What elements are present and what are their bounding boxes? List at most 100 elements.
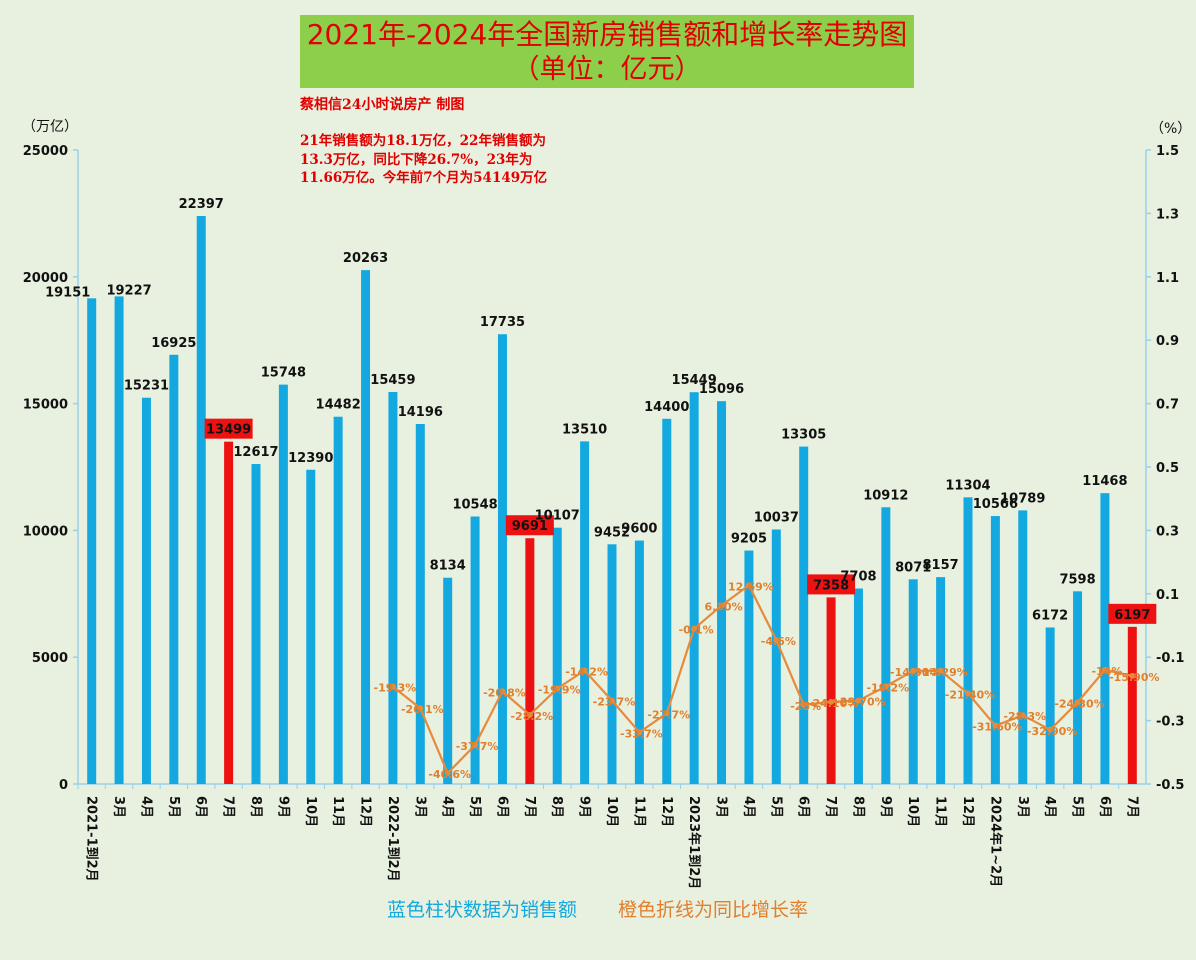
growth-rate-point xyxy=(389,683,396,690)
bar-value-label: 14482 xyxy=(316,398,361,413)
growth-rate-point xyxy=(965,690,971,697)
x-category-label: 2021-1到2月 xyxy=(84,796,99,882)
bar-value-label: 9452 xyxy=(594,525,630,540)
growth-rate-label: -14% xyxy=(1091,665,1122,678)
growth-rate-label: -27.7% xyxy=(647,708,690,721)
bar xyxy=(607,544,617,784)
growth-rate-point xyxy=(499,688,506,695)
x-category-label: 7月 xyxy=(823,796,838,818)
growth-rate-label: 12.69% xyxy=(728,580,774,593)
bar xyxy=(169,354,179,784)
x-category-label: 10月 xyxy=(905,796,920,827)
growth-rate-point xyxy=(609,697,615,704)
x-category-label: 8月 xyxy=(248,796,263,818)
bar xyxy=(853,588,863,784)
growth-rate-point xyxy=(444,770,451,777)
right-tick-label: 0.9 xyxy=(1156,334,1179,349)
bar-value-label: 14400 xyxy=(644,400,689,415)
right-tick-label: -0.5 xyxy=(1156,778,1184,793)
growth-rate-point xyxy=(636,729,643,736)
bar-value-label: 16925 xyxy=(151,336,196,351)
growth-rate-label: -28.3% xyxy=(1003,710,1046,723)
x-category-label: 11月 xyxy=(933,796,948,827)
growth-rate-label: -0.1% xyxy=(679,624,714,637)
growth-rate-point xyxy=(691,625,698,632)
bar xyxy=(1018,510,1028,784)
bar xyxy=(141,397,151,784)
x-category-label: 5月 xyxy=(1070,796,1085,818)
growth-rate-point xyxy=(1047,726,1054,733)
x-category-label: 12月 xyxy=(960,796,975,827)
growth-rate-line xyxy=(392,583,1133,776)
bar-value-label: 7708 xyxy=(840,570,876,585)
x-category-label: 7月 xyxy=(1124,796,1139,818)
bar xyxy=(388,391,398,784)
summary-note: 21年销售额为18.1万亿，22年销售额为13.3万亿，同比下降26.7%，23… xyxy=(300,133,548,186)
bar-value-label: 9691 xyxy=(512,519,548,534)
x-category-label: 12月 xyxy=(358,796,373,827)
x-category-label: 11月 xyxy=(330,796,345,827)
chart-title-box: 2021年-2024年全国新房销售额和增长率走势图 （单位：亿元） xyxy=(300,15,914,88)
growth-rate-label: -14.29% xyxy=(917,666,967,679)
bar xyxy=(415,423,425,784)
right-axis-unit: （%） xyxy=(1150,121,1192,137)
left-tick-label: 25000 xyxy=(23,144,68,159)
growth-rate-point xyxy=(882,683,889,690)
credit-text: 蔡相信24小时说房产 制图 xyxy=(300,97,465,113)
x-category-label: 9月 xyxy=(275,796,290,818)
bar xyxy=(963,497,973,784)
bar-value-label: 13499 xyxy=(206,423,251,438)
x-category-label: 9月 xyxy=(878,796,893,818)
growth-rate-point xyxy=(992,722,999,729)
x-category-label: 12月 xyxy=(659,796,674,827)
right-tick-label: 1.1 xyxy=(1156,271,1179,286)
bar xyxy=(771,529,781,784)
growth-rate-label: -19.9% xyxy=(538,684,581,697)
growth-rate-point xyxy=(855,697,862,704)
growth-rate-point xyxy=(745,582,752,589)
legend-bars: 蓝色柱状数据为销售额 xyxy=(387,899,578,921)
x-category-label: 4月 xyxy=(741,796,756,818)
x-category-label: 5月 xyxy=(467,796,482,818)
bar xyxy=(908,579,918,784)
value-label-bg xyxy=(204,418,253,439)
bar xyxy=(1045,627,1055,784)
bar xyxy=(470,516,480,784)
growth-rate-label: -15.90% xyxy=(1109,671,1159,684)
bar-value-label: 22397 xyxy=(179,197,224,212)
bar-value-label: 10548 xyxy=(452,498,497,513)
bar-value-label: 7598 xyxy=(1059,572,1095,587)
bar-value-label: 6197 xyxy=(1114,608,1150,623)
right-tick-label: 0.5 xyxy=(1156,461,1179,476)
growth-rate-point xyxy=(417,705,424,712)
growth-rate-label: -14.2% xyxy=(565,666,608,679)
bar xyxy=(114,296,124,784)
bar-highlight xyxy=(525,538,535,784)
x-category-label: 6月 xyxy=(193,796,208,818)
growth-rate-label: -25% xyxy=(790,700,821,713)
right-tick-label: -0.3 xyxy=(1156,715,1184,730)
x-category-label: 5月 xyxy=(166,796,181,818)
growth-rate-label: -31.60% xyxy=(972,721,1022,734)
x-category-label: 4月 xyxy=(138,796,153,818)
x-category-label: 3月 xyxy=(1015,796,1030,818)
bar-value-label: 6172 xyxy=(1032,608,1068,623)
bar-value-label: 11304 xyxy=(945,478,990,493)
bar-value-label: 15231 xyxy=(124,379,169,394)
growth-rate-label: -20.8% xyxy=(483,686,526,699)
bars-layer xyxy=(87,216,1137,784)
bar-value-label: 13305 xyxy=(781,428,826,443)
bar-highlight xyxy=(1127,626,1137,784)
right-tick-label: 1.3 xyxy=(1156,207,1179,222)
growth-rate-point xyxy=(937,667,944,674)
labels-layer: 19151 19227 15231 16925 22397 13499 12617 15748… xyxy=(45,197,1157,624)
left-tick-label: 15000 xyxy=(23,398,68,413)
growth-rate-point xyxy=(1074,699,1081,706)
bar-value-label: 13510 xyxy=(562,422,607,437)
growth-rate-label: -19.3% xyxy=(374,682,417,695)
bar-value-label: 17735 xyxy=(480,315,525,330)
bar xyxy=(689,392,699,784)
bar-value-label: 15748 xyxy=(261,366,306,381)
bar xyxy=(87,298,97,784)
